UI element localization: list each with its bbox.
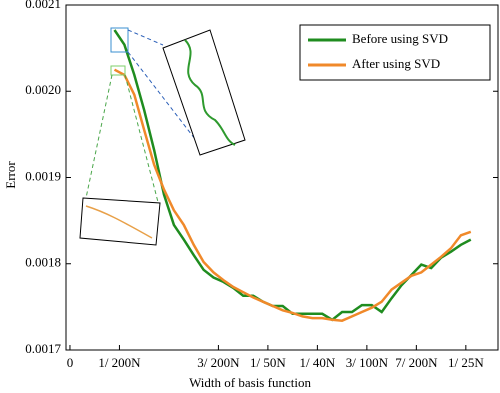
inset-box [79,197,161,246]
x-tick-label: 1/ 200N [98,355,141,370]
y-axis-label: Error [3,161,18,189]
x-tick-label: 3/ 100N [346,355,389,370]
zoom-arrow [124,74,159,203]
x-tick-label: 0 [67,355,74,370]
zoom-arrow [85,74,113,199]
x-tick-label: 1/ 50N [250,355,286,370]
y-tick-label: 0.0019 [25,168,61,183]
data-line [113,68,472,322]
y-tick-label: 0.0018 [25,255,61,270]
y-tick-label: 0.0017 [25,341,61,356]
legend-box [299,24,491,81]
y-tick-label: 0.0021 [25,0,61,11]
inset-curve [184,39,236,146]
zoom-insets [79,27,246,246]
zoom-arrow [127,51,206,153]
legend-label: Before using SVD [352,31,448,46]
legend-label: After using SVD [352,56,440,71]
y-tick-label: 0.0020 [25,82,61,97]
zoom-box [110,27,129,53]
x-tick-label: 1/ 40N [300,355,336,370]
inset-box [162,29,246,156]
x-tick-label: 7/ 200N [395,355,438,370]
x-tick-label: 3/ 200N [197,355,240,370]
x-axis-label: Width of basis function [189,375,311,390]
zoom-box [110,65,126,76]
inset-curve [85,205,153,239]
zoom-arrow [127,29,164,46]
x-tick-label: 1/ 25N [448,355,484,370]
